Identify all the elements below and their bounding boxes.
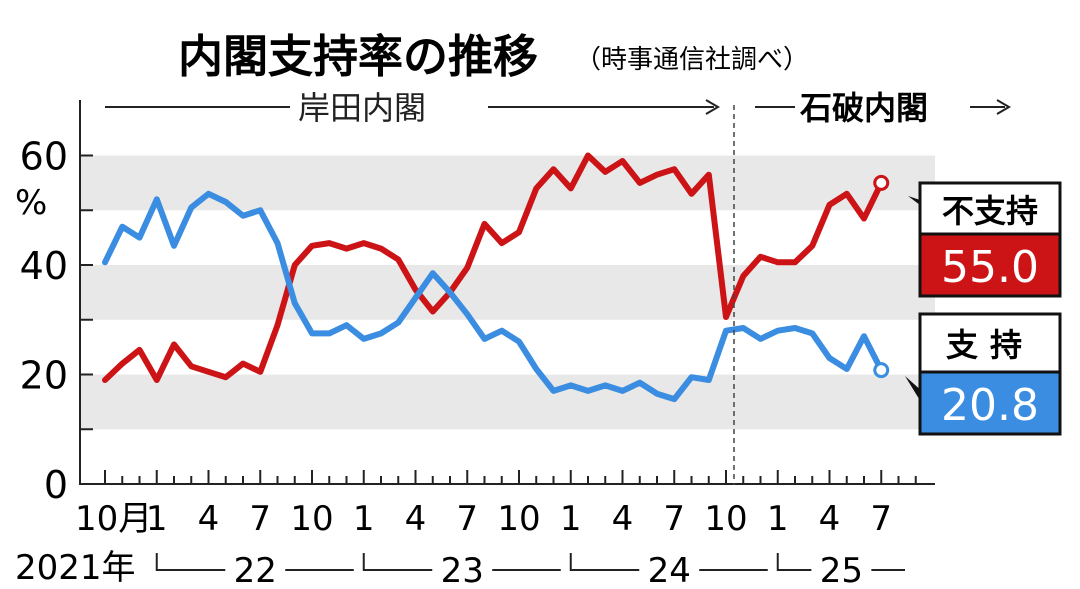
y-tick-label: 20: [20, 354, 68, 398]
chart-source: （時事通信社調べ）: [575, 45, 809, 75]
ishiba-arrow-icon: [996, 99, 1011, 115]
x-year-label: 23: [441, 551, 484, 589]
x-tick-label: 1: [353, 499, 375, 539]
x-year-label: 22: [234, 551, 277, 589]
x-tick-label: 1: [560, 499, 582, 539]
x-tick-label: 7: [249, 499, 271, 539]
x-tick-label: 4: [819, 499, 841, 539]
x-tick-label: 4: [612, 499, 634, 539]
grid-band: [80, 155, 935, 211]
x-tick-label: 1: [146, 499, 168, 539]
chart-title: 内閣支持率の推移: [178, 30, 538, 83]
y-tick-label: 60: [20, 135, 68, 179]
x-tick-label: 10: [704, 499, 747, 539]
disapprove-name: 不支持: [942, 192, 1038, 230]
grid-band: [80, 374, 935, 430]
series-end-marker: [873, 362, 890, 379]
x-year-label: 24: [648, 551, 691, 589]
disapprove-value: 55.0: [941, 242, 1039, 293]
x-tick-label: 4: [198, 499, 220, 539]
y-tick-label: 40: [20, 244, 68, 288]
series-lines: [102, 152, 890, 403]
approve-name: 支持: [946, 326, 1034, 364]
x-tick-label: 7: [456, 499, 478, 539]
y-unit: %: [15, 183, 47, 223]
disapprove-name-box: [918, 181, 1062, 236]
y-tick-label: 0: [44, 463, 68, 507]
legend-approve: 支持 20.8: [905, 312, 1062, 436]
series-line: [102, 152, 885, 383]
series-end-marker: [873, 174, 890, 191]
year-bracket: [569, 553, 640, 571]
approve-value-box: [918, 370, 1062, 436]
approve-value: 20.8: [941, 380, 1039, 431]
grid-bands: [80, 155, 935, 430]
x-tick-label: 7: [663, 499, 685, 539]
year-bracket: [362, 553, 433, 571]
x-tick-label: 10: [497, 499, 540, 539]
year-bracket: [776, 553, 812, 571]
x-tick-label: 7: [870, 499, 892, 539]
x-year-label: 25: [820, 551, 863, 589]
x-tick-label: 10月: [75, 499, 152, 539]
kishida-arrow-icon: [705, 99, 720, 115]
x-year-label: 2021年: [15, 548, 136, 588]
x-tick-label: 4: [405, 499, 427, 539]
y-axis: 0 20 40 60: [20, 100, 93, 507]
year-bracket: [155, 553, 226, 571]
cabinet-ishiba-label: 石破内閣: [799, 89, 928, 127]
disapprove-value-box: [918, 232, 1062, 298]
x-tick-label: 1: [767, 499, 789, 539]
x-tick-label: 10: [290, 499, 333, 539]
series-line: [102, 190, 885, 403]
cabinet-kishida-label: 岸田内閣: [298, 89, 426, 127]
legend-disapprove: 不支持 55.0: [908, 181, 1062, 298]
grid-band: [80, 265, 935, 320]
